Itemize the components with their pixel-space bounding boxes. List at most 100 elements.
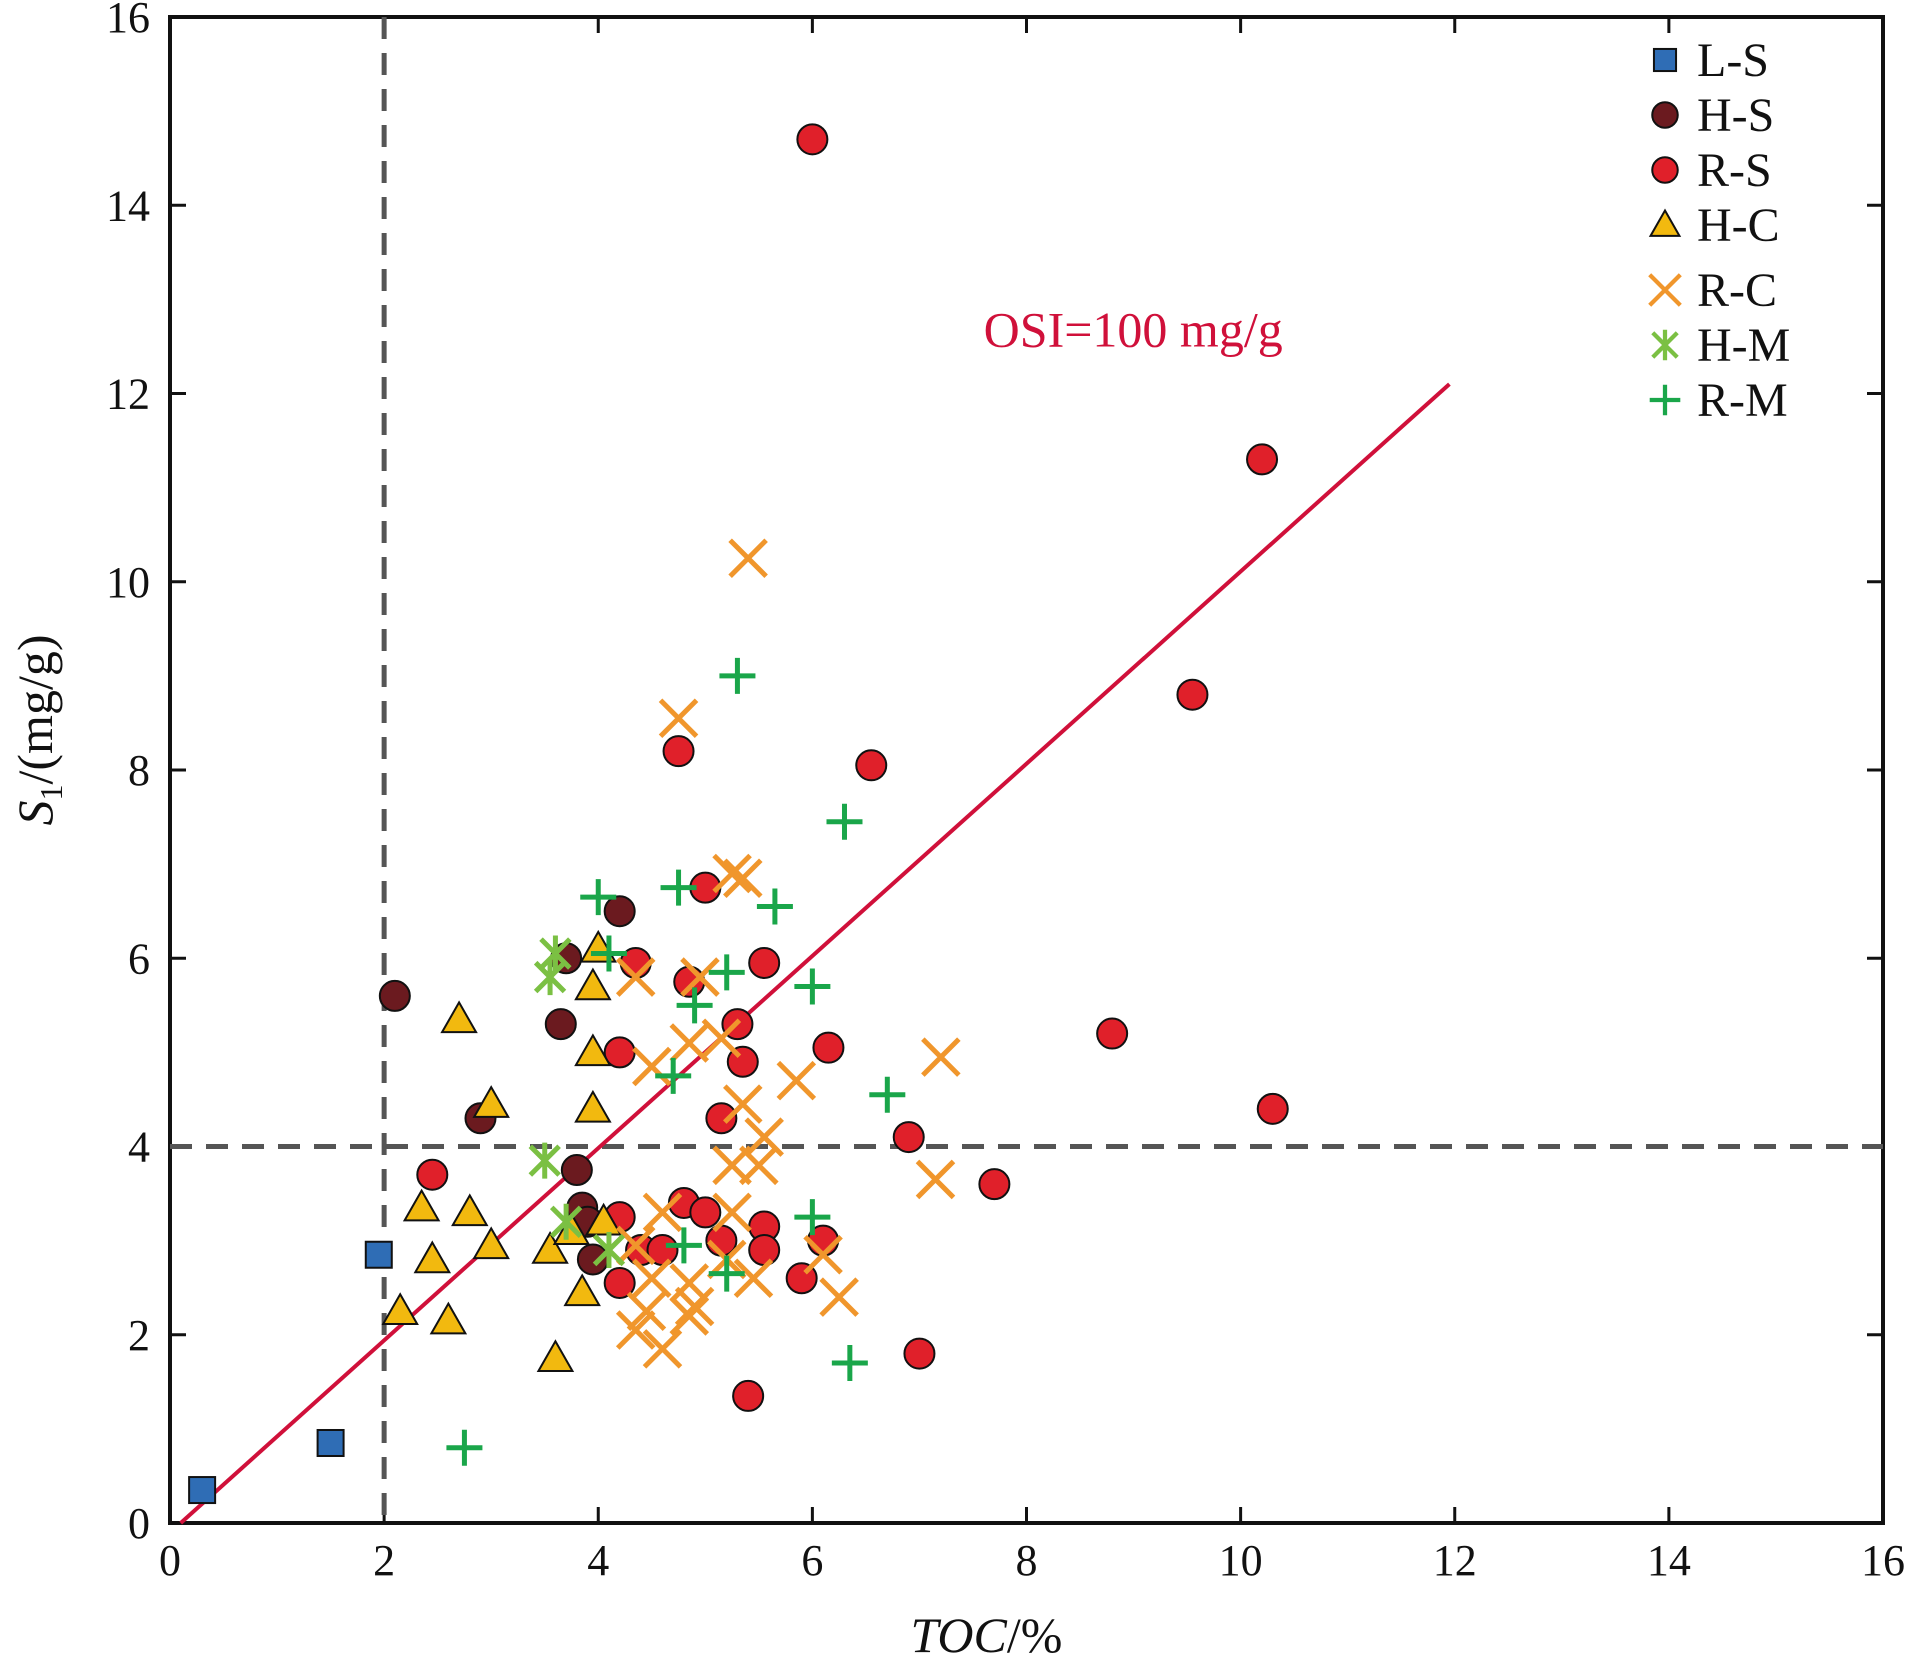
legend-marker-h-c <box>1648 208 1682 237</box>
data-point-h-c <box>574 967 612 1001</box>
data-point-l-s <box>316 1428 345 1457</box>
data-point-r-s <box>603 1266 636 1299</box>
data-point-r-m <box>708 1255 745 1292</box>
data-point-r-c <box>658 698 699 738</box>
data-point-r-s <box>673 965 706 998</box>
data-points-layer <box>188 123 1289 1505</box>
reference-lines-layer <box>170 17 1883 1525</box>
data-point-h-s <box>603 895 636 928</box>
data-point-h-c <box>402 1188 441 1222</box>
data-point-r-s <box>812 1031 845 1064</box>
x-tick-label: 2 <box>373 1536 395 1585</box>
data-point-r-m <box>590 935 627 972</box>
data-point-r-c <box>642 1329 683 1369</box>
data-point-r-c <box>723 1084 763 1124</box>
data-point-h-s <box>378 979 411 1012</box>
data-point-r-s <box>1246 443 1279 476</box>
y-tick-label: 4 <box>128 1123 150 1172</box>
legend: L-SH-SR-SH-C R-CH-MR-M <box>1648 34 1790 427</box>
data-point-h-c <box>440 1000 478 1034</box>
data-point-h-c <box>472 1226 510 1260</box>
data-point-h-c <box>531 1231 569 1264</box>
data-point-r-c <box>723 858 763 899</box>
y-tick-label: 12 <box>106 370 150 419</box>
y-axis-title: S1/(mg/g) <box>7 635 69 826</box>
data-point-r-m <box>869 1076 906 1113</box>
x-tick-label: 6 <box>801 1536 823 1585</box>
data-point-r-s <box>1096 1017 1129 1050</box>
series-h-m <box>528 935 626 1269</box>
data-point-h-c <box>563 1273 601 1307</box>
data-point-r-s <box>748 1234 781 1267</box>
y-tick-label: 6 <box>128 934 150 983</box>
series-r-c <box>615 538 961 1369</box>
data-point-r-m <box>660 869 697 906</box>
data-point-h-c <box>574 1089 612 1123</box>
data-point-r-c <box>712 1192 752 1233</box>
x-tick-label: 4 <box>587 1536 609 1585</box>
data-point-h-m <box>539 935 572 972</box>
plot-frame <box>168 15 1885 1525</box>
legend-label-r-m: R-M <box>1697 374 1788 427</box>
data-point-h-c <box>574 1033 612 1067</box>
data-point-r-c <box>669 1263 710 1303</box>
x-tick-label: 14 <box>1647 1536 1691 1585</box>
osi-trendline <box>179 382 1451 1525</box>
data-point-h-m <box>528 1142 561 1179</box>
data-point-r-m <box>708 954 745 991</box>
series-l-s <box>188 1240 393 1505</box>
data-point-r-c <box>669 1296 710 1336</box>
data-point-h-c <box>413 1240 452 1274</box>
axes-layer: 0 2 4 6 8 10 12 14 16 0 2 4 6 8 10 12 14 16 TOC/% S1/(mg/g) <box>7 0 1905 1663</box>
data-point-h-s <box>576 1243 609 1276</box>
data-point-r-c <box>701 1018 742 1059</box>
legend-label-r-c: R-C <box>1697 264 1777 317</box>
data-point-r-c <box>632 1258 672 1299</box>
data-point-r-s <box>732 1379 765 1412</box>
y-tick-label: 2 <box>128 1311 150 1360</box>
x-tick-label: 16 <box>1861 1536 1905 1585</box>
data-point-h-c <box>429 1301 468 1335</box>
data-point-l-s <box>188 1476 217 1505</box>
y-tick-label: 10 <box>106 558 150 607</box>
legend-marker-r-c <box>1648 273 1682 307</box>
y-tick-label: 8 <box>128 746 150 795</box>
data-point-r-m <box>665 1227 702 1264</box>
data-point-r-c <box>915 1159 956 1200</box>
data-point-r-c <box>615 1310 656 1350</box>
data-point-r-c <box>680 957 720 997</box>
data-point-h-c <box>536 1339 575 1373</box>
data-point-r-s <box>1256 1092 1289 1125</box>
data-point-r-m <box>655 1057 692 1094</box>
data-point-r-s <box>855 749 888 782</box>
data-point-h-m <box>533 959 567 996</box>
series-h-c <box>381 929 623 1373</box>
x-axis-title: TOC/% <box>911 1607 1063 1663</box>
x-tick-label: 8 <box>1016 1536 1038 1585</box>
legend-label-l-s: L-S <box>1697 34 1769 87</box>
data-point-r-s <box>748 946 781 979</box>
legend-marker-r-s <box>1651 156 1679 184</box>
data-point-l-s <box>364 1240 393 1269</box>
data-point-r-m <box>580 879 617 916</box>
data-point-h-c <box>381 1292 419 1325</box>
data-point-r-s <box>903 1337 936 1370</box>
data-point-r-s <box>689 1196 722 1229</box>
osi-annotation: OSI=100 mg/g <box>984 301 1283 357</box>
legend-marker-h-m <box>1651 329 1679 361</box>
data-point-r-m <box>826 803 863 840</box>
data-point-r-s <box>662 735 695 768</box>
legend-marker-h-s <box>1651 101 1679 129</box>
data-point-r-c <box>819 1277 859 1317</box>
data-point-r-m <box>676 987 713 1024</box>
data-point-h-s <box>560 1154 593 1187</box>
data-point-r-c <box>615 957 656 997</box>
data-point-r-c <box>632 1046 672 1087</box>
data-point-r-s <box>416 1158 449 1191</box>
data-point-r-s <box>705 1102 738 1135</box>
data-point-r-c <box>626 1291 667 1331</box>
y-tick-label: 16 <box>106 0 150 42</box>
data-point-r-m <box>446 1429 483 1466</box>
legend-label-h-s: H-S <box>1697 89 1774 142</box>
